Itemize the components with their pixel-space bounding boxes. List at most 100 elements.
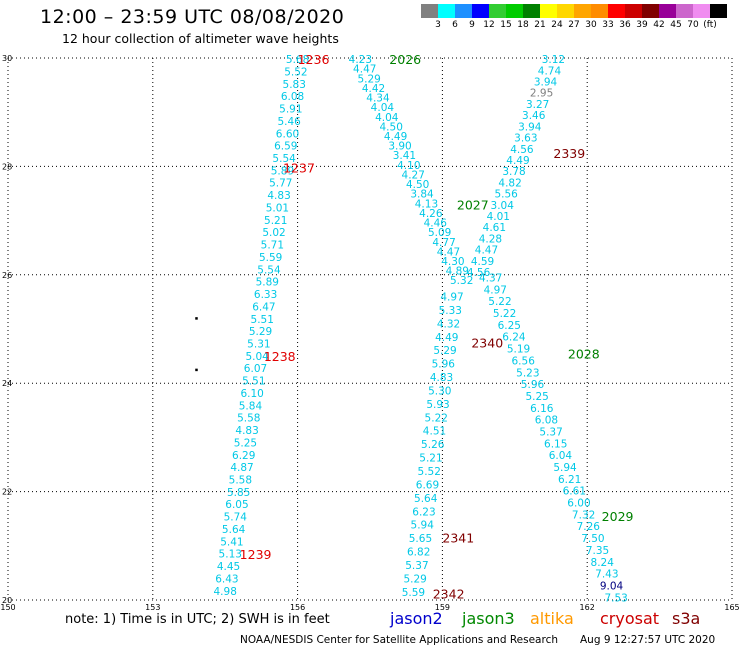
wave-height-value: 4.97 <box>484 284 507 296</box>
wave-height-value: 4.97 <box>440 291 463 303</box>
wave-height-value: 5.96 <box>432 359 456 371</box>
wave-height-value: 4.37 <box>479 273 502 285</box>
legend-label: 30 <box>585 20 597 30</box>
wave-height-value: 3.94 <box>534 77 558 89</box>
wave-height-value: 5.54 <box>272 153 296 165</box>
wave-height-value: 4.56 <box>510 144 534 156</box>
legend-swatch <box>608 4 625 18</box>
wave-height-value: 4.51 <box>423 426 446 438</box>
legend-swatch <box>659 4 676 18</box>
wave-height-value: 8.24 <box>591 557 615 569</box>
wave-height-value: 6.21 <box>558 474 581 486</box>
y-tick-label: 22 <box>2 488 12 497</box>
wave-height-value: 6.16 <box>530 403 554 415</box>
wave-height-value: 4.61 <box>483 222 506 234</box>
wave-height-value: 4.49 <box>506 155 529 167</box>
wave-height-value: 5.29 <box>249 326 272 338</box>
wave-height-value: 4.49 <box>384 131 407 143</box>
wave-height-value: 5.25 <box>234 437 257 449</box>
legend-label: 70 <box>687 20 699 30</box>
legend-label: 42 <box>653 20 665 30</box>
wave-height-value: 5.09 <box>428 227 451 239</box>
wave-height-value: 5.85 <box>227 487 250 499</box>
pass-time-label: 2341 <box>442 531 474 546</box>
wave-height-value: 5.46 <box>277 116 301 128</box>
wave-height-value: 5.89 <box>271 165 294 177</box>
legend-label: 39 <box>636 20 648 30</box>
legend-label: 27 <box>568 20 580 30</box>
legend-swatch <box>489 4 506 18</box>
wave-height-value: 9.04 <box>600 580 624 592</box>
wave-height-value: 4.13 <box>415 198 438 210</box>
wave-height-value: 5.77 <box>269 178 292 190</box>
wave-height-value: 5.52 <box>418 466 441 478</box>
wave-height-value: 4.82 <box>498 177 521 189</box>
wave-height-value: 4.47 <box>353 64 376 76</box>
wave-height-value: 5.23 <box>516 367 539 379</box>
pass-time-label: 2342 <box>433 586 465 601</box>
wave-height-value: 5.25 <box>525 391 548 403</box>
x-tick-label: 150 <box>0 603 15 612</box>
wave-height-value: 6.59 <box>274 141 297 153</box>
wave-height-value: 3.46 <box>522 110 546 122</box>
wave-height-value: 4.74 <box>538 65 562 77</box>
legend-label: 12 <box>483 20 495 30</box>
wave-height-value: 5.22 <box>488 296 511 308</box>
legend-label: 33 <box>602 20 614 30</box>
y-tick-label: 24 <box>2 379 12 388</box>
wave-height-value: 6.05 <box>225 499 248 511</box>
wave-height-value: 5.58 <box>237 413 260 425</box>
wave-height-value: 5.33 <box>439 305 462 317</box>
legend-label: 6 <box>452 20 458 30</box>
wave-height-value: 5.58 <box>229 474 252 486</box>
wave-height-value: 4.59 <box>471 256 494 268</box>
x-tick-label: 162 <box>580 603 595 612</box>
wave-height-value: 5.74 <box>224 512 248 524</box>
wave-height-value: 5.84 <box>239 400 263 412</box>
legend-swatch <box>642 4 659 18</box>
wave-height-value: 5.83 <box>283 79 306 91</box>
wave-height-value: 3.41 <box>393 150 416 162</box>
y-tick-label: 30 <box>2 54 12 63</box>
wave-height-value: 4.23 <box>349 54 372 66</box>
page-subtitle: 12 hour collection of altimeter wave hei… <box>62 31 339 46</box>
wave-height-value: 4.27 <box>402 169 425 181</box>
wave-height-value: 4.50 <box>406 179 429 191</box>
wave-height-value: 5.59 <box>259 252 282 264</box>
wave-height-value: 7.32 <box>572 509 595 521</box>
pass-time-label: 1239 <box>240 547 272 562</box>
note-text: note: 1) Time is in UTC; 2) SWH is in fe… <box>65 612 330 627</box>
wave-height-value: 3.04 <box>491 200 515 212</box>
wave-height-value: 6.29 <box>232 450 255 462</box>
wave-height-value: 5.52 <box>284 66 307 78</box>
wave-height-value: 4.89 <box>446 266 469 278</box>
satellite-altika: altika <box>530 609 574 628</box>
pass-time-label: 1238 <box>264 349 296 364</box>
wave-height-value: 5.94 <box>411 520 435 532</box>
legend-swatch <box>438 4 455 18</box>
satellite-cryosat: cryosat <box>600 609 660 628</box>
wave-height-value: 5.54 <box>257 264 281 276</box>
marker-dot <box>195 317 198 320</box>
legend-label: 45 <box>670 20 682 30</box>
wave-height-value: 5.71 <box>261 240 284 252</box>
legend-label: 24 <box>551 20 563 30</box>
wave-height-value: 5.41 <box>220 536 243 548</box>
wave-height-value: 5.21 <box>264 215 287 227</box>
legend-swatch <box>523 4 540 18</box>
legend-label: 15 <box>500 20 512 30</box>
wave-height-value: 4.56 <box>467 267 491 279</box>
wave-height-value: 5.13 <box>219 549 242 561</box>
wave-height-value: 5.01 <box>266 202 289 214</box>
wave-height-value: 5.29 <box>403 573 426 585</box>
wave-height-value: 5.22 <box>425 412 448 424</box>
wave-height-value: 6.82 <box>407 547 430 559</box>
wave-height-value: 3.78 <box>502 166 525 178</box>
wave-height-value: 5.04 <box>245 351 269 363</box>
wave-height-value: 4.42 <box>362 83 385 95</box>
wave-height-value: 4.32 <box>437 318 460 330</box>
wave-height-value: 5.59 <box>402 587 425 599</box>
pass-time-label: 2340 <box>471 336 503 351</box>
wave-height-value: 3.84 <box>410 189 434 201</box>
wave-height-value: 5.29 <box>433 345 456 357</box>
